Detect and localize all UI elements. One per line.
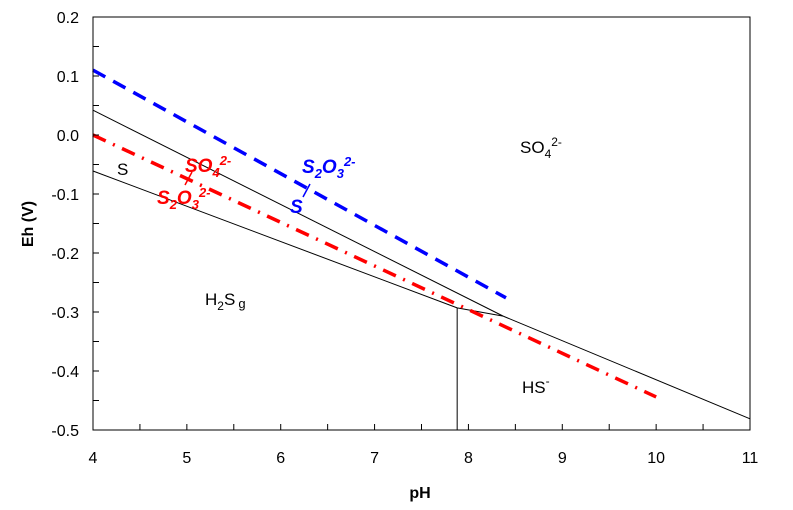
series-line-0-solid xyxy=(92,109,504,317)
x-tick-label: 4 xyxy=(89,450,98,467)
red-arrow xyxy=(184,171,193,186)
y-tick-label: 0.2 xyxy=(57,10,79,27)
region-label-so4: SO42- xyxy=(520,135,562,161)
y-tick-label: -0.5 xyxy=(51,423,79,440)
region-label-hs: HS- xyxy=(522,374,550,397)
blue-arrow xyxy=(302,183,311,198)
x-tick-label: 6 xyxy=(276,450,285,467)
y-tick-label: 0.1 xyxy=(57,69,79,86)
plot-frame xyxy=(92,16,751,431)
y-tick-label: 0.0 xyxy=(57,128,79,145)
annotation-blue-s2o3: S2O32- xyxy=(302,154,356,181)
ticks-layer: 4 5 6 7 8 9 10 11 0.2 0.1 0.0 -0.1 -0.2 -0.3 -0.4 -0.5 xyxy=(51,10,758,467)
y-tick-label: -0.2 xyxy=(51,246,79,263)
x-tick-label: 9 xyxy=(558,450,567,467)
x-tick-label: 10 xyxy=(647,450,665,467)
region-label-s: S xyxy=(117,160,128,179)
series-line-6-dashdot xyxy=(92,133,657,399)
y-tick-label: -0.4 xyxy=(51,364,79,381)
annotation-red-so4: SO42- xyxy=(185,153,231,180)
series-line-1-solid xyxy=(92,170,458,309)
series-line-5-dashed xyxy=(92,68,507,300)
x-tick-label: 7 xyxy=(370,450,379,467)
annotation-blue-s: S xyxy=(290,197,303,218)
x-tick-label: 5 xyxy=(182,450,191,467)
y-tick-label: -0.3 xyxy=(51,305,79,322)
x-axis-label: pH xyxy=(409,485,430,502)
series-line-4-solid xyxy=(502,315,751,420)
annotation-red-s2o3: S2O32- xyxy=(157,185,211,212)
region-label-h2s: H2S g xyxy=(205,290,246,313)
x-tick-label: 8 xyxy=(464,450,473,467)
x-tick-label: 11 xyxy=(742,450,759,467)
series-layer xyxy=(92,68,751,430)
y-axis-label: Eh (V) xyxy=(20,201,37,247)
series-line-3-solid xyxy=(457,307,504,317)
y-tick-label: -0.1 xyxy=(51,187,79,204)
